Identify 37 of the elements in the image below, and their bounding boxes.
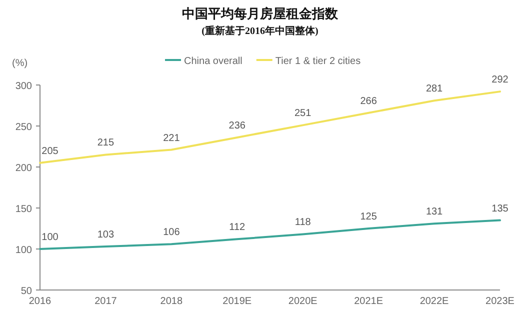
data-label: 205 bbox=[42, 146, 59, 157]
data-label: 118 bbox=[294, 217, 312, 228]
line-series bbox=[39, 219, 501, 250]
chart-subtitle: (重新基于2016年中国整体) bbox=[202, 25, 318, 37]
data-label: 103 bbox=[97, 230, 114, 241]
y-tick-label: 200 bbox=[15, 163, 32, 174]
data-label: 100 bbox=[42, 232, 59, 243]
x-tick-label: 2017 bbox=[94, 296, 118, 307]
data-label: 221 bbox=[163, 132, 180, 144]
y-tick-label: 100 bbox=[15, 245, 32, 256]
data-label: 112 bbox=[229, 222, 246, 234]
data-label: 292 bbox=[492, 74, 509, 86]
x-tick-label: 2022E bbox=[420, 296, 450, 307]
y-tick-label: 50 bbox=[20, 286, 32, 297]
data-label: 281 bbox=[426, 84, 444, 95]
y-tick-label: 300 bbox=[15, 81, 32, 92]
data-label: 125 bbox=[360, 212, 378, 222]
y-axis-title: (%) bbox=[12, 58, 28, 69]
x-tick-label: 2018 bbox=[160, 296, 183, 307]
x-tick-label: 2020E bbox=[288, 296, 318, 307]
legend-label: Tier 1 & tier 2 cities bbox=[275, 56, 361, 67]
data-label: 131 bbox=[426, 206, 444, 218]
x-tick-label: 2021E bbox=[354, 296, 384, 307]
chart-title: 中国平均每月房屋租金指数 bbox=[182, 6, 339, 21]
data-label: 266 bbox=[360, 96, 378, 107]
x-tick-label: 2023E bbox=[486, 296, 515, 307]
legend-label: China overall bbox=[184, 56, 242, 67]
y-tick-label: 150 bbox=[15, 204, 32, 215]
data-label: 251 bbox=[294, 108, 312, 120]
line-series bbox=[39, 90, 501, 164]
x-tick-label: 2016 bbox=[28, 296, 52, 307]
data-label: 215 bbox=[97, 138, 114, 149]
data-label: 135 bbox=[492, 203, 509, 214]
data-label: 236 bbox=[228, 120, 246, 132]
y-tick-label: 250 bbox=[15, 122, 32, 133]
data-label: 106 bbox=[163, 227, 180, 238]
x-tick-label: 2019E bbox=[222, 296, 252, 307]
